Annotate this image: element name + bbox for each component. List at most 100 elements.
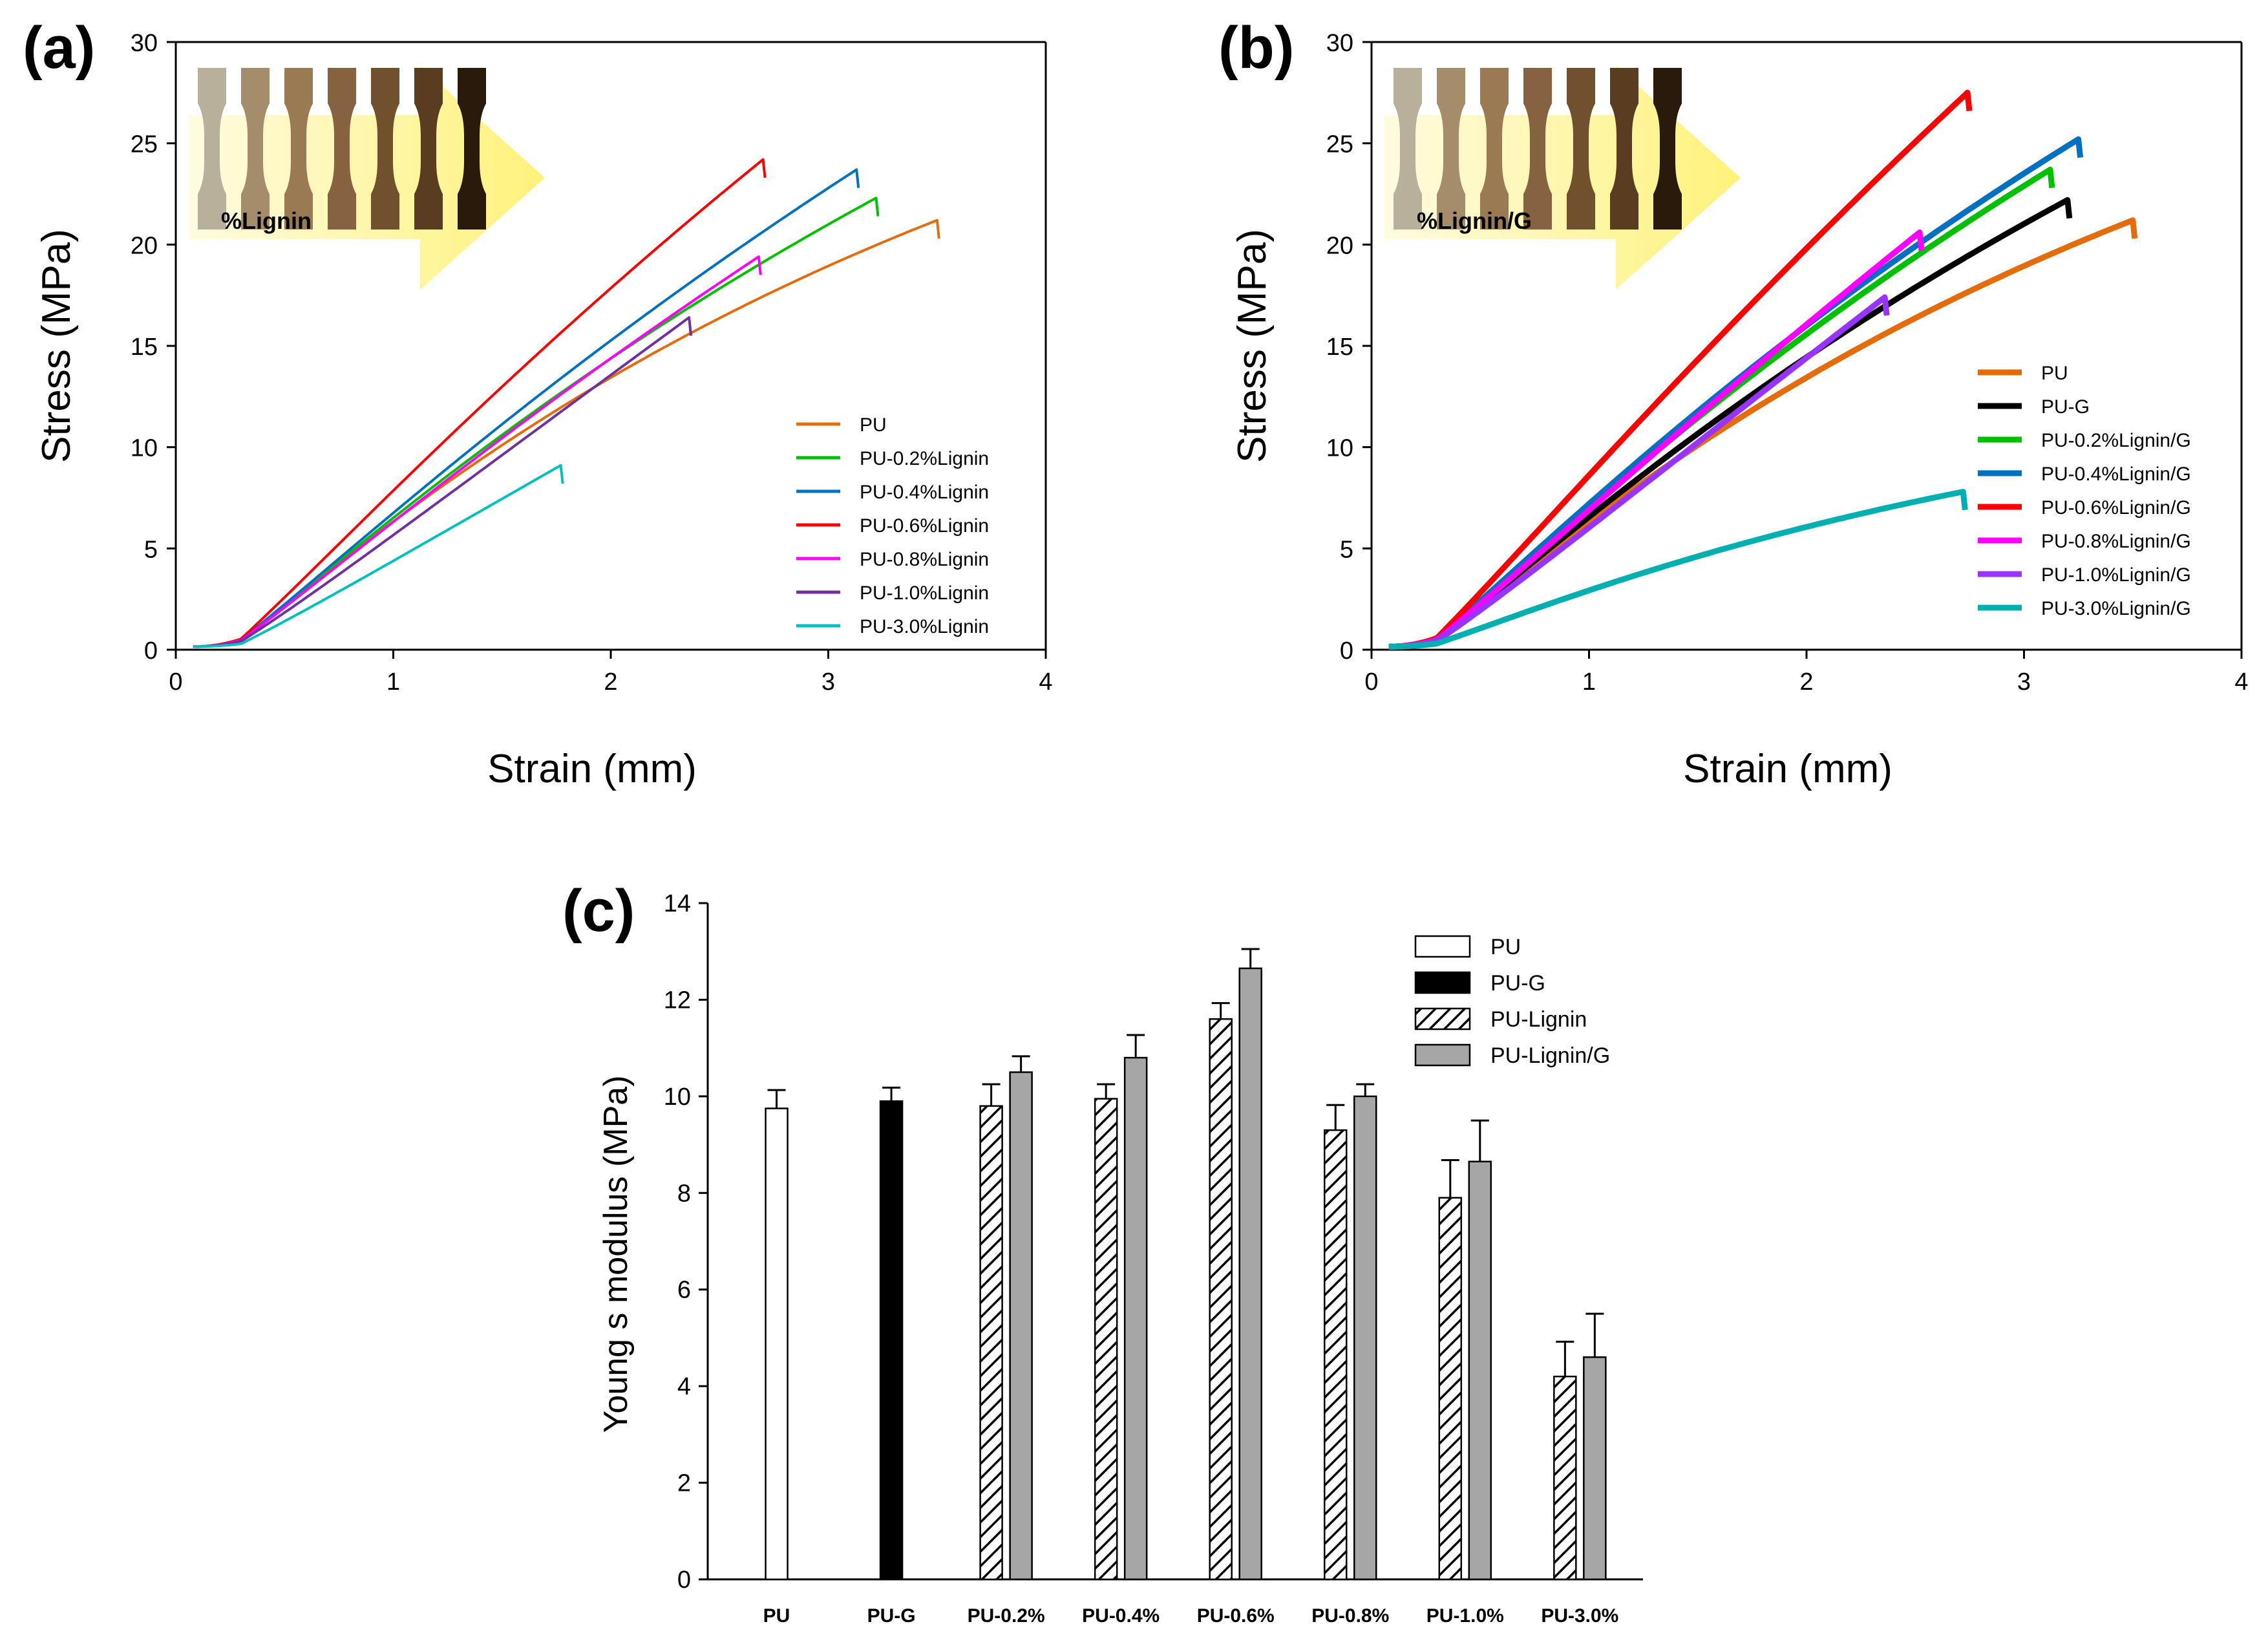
- panel-b-y-axis-title: Stress (MPa): [1230, 229, 1275, 463]
- panel-a-specimen-row: [198, 68, 486, 230]
- legend-label: PU-Lignin/G: [1490, 1043, 1610, 1068]
- bar-pu-lignin-g: [1238, 967, 1262, 1581]
- legend-swatch: [1414, 971, 1471, 994]
- legend-label: PU-0.6%Lignin: [860, 515, 989, 537]
- panel-b-arrow-shape: [1384, 66, 1741, 290]
- bar-pu: [765, 1107, 789, 1581]
- specimen-shape: [414, 68, 443, 230]
- x-tick-label: 1: [1582, 668, 1596, 696]
- specimen-shape: [1610, 68, 1638, 230]
- x-tick-label: 0: [169, 668, 182, 696]
- series-line-pu-0-2-lignin-g: [1388, 166, 2055, 650]
- y-tick-label: 10: [664, 1084, 691, 1111]
- y-tick-label: 0: [1340, 637, 1353, 665]
- y-tick-label: 5: [144, 536, 158, 563]
- series-line-pu-1-0-lignin: [193, 316, 693, 648]
- legend-label: PU-0.2%Lignin/G: [2041, 430, 2191, 451]
- y-tick-label: 30: [131, 30, 158, 57]
- specimen-shape: [1437, 68, 1465, 230]
- series-line-pu: [193, 219, 940, 648]
- y-tick-label: 10: [131, 435, 158, 462]
- series-line-pu-0-6-lignin-g: [1388, 89, 1973, 650]
- x-tick-label: 2: [1799, 668, 1813, 696]
- x-tick-label: 4: [2234, 668, 2248, 696]
- x-category-label: PU-G: [867, 1605, 916, 1627]
- specimen-shape: [458, 68, 486, 230]
- x-category-label: PU-0.8%: [1311, 1605, 1389, 1627]
- y-tick-label: 12: [664, 987, 691, 1014]
- y-tick-label: 14: [664, 890, 691, 917]
- y-tick-label: 5: [1340, 536, 1353, 563]
- legend-label: PU-0.6%Lignin/G: [2041, 497, 2191, 518]
- bar-pu-lignin: [979, 1105, 1003, 1581]
- panel-a-series: [193, 158, 940, 648]
- legend-label: PU-1.0%Lignin/G: [2041, 564, 2191, 586]
- legend-swatch: [1414, 935, 1471, 958]
- bar-pu-lignin: [1438, 1197, 1463, 1581]
- panel-a-letter: (a): [23, 15, 95, 81]
- specimen-shape: [328, 68, 356, 230]
- panel-a-specimen-inset: %Lignin: [189, 66, 545, 290]
- legend-label: PU-Lignin: [1490, 1007, 1587, 1032]
- x-tick-label: 3: [821, 668, 835, 696]
- legend-label: PU-0.2%Lignin: [860, 448, 989, 469]
- panel-a-legend: PU PU-0.2%Lignin PU-0.4%Lignin PU-0.6%Ligni…: [796, 414, 989, 637]
- panel-b-specimen-row: [1394, 68, 1682, 230]
- specimen-shape: [1394, 68, 1422, 230]
- x-tick-label: 4: [1039, 668, 1052, 696]
- series-line-pu-0-8-lignin: [193, 255, 762, 648]
- panel-c-axes: 0 2 4 6 8 10 12 14 PU PU-G PU-0.2% PU-0.4% PU-0.6% PU…: [664, 890, 1643, 1627]
- x-category-label: PU-0.2%: [968, 1605, 1045, 1627]
- legend-label: PU-3.0%Lignin/G: [2041, 598, 2191, 619]
- series-line-pu-0-6-lignin: [193, 158, 767, 648]
- y-tick-label: 20: [131, 232, 158, 259]
- x-tick-label: 1: [387, 668, 400, 696]
- bar-pu-lignin-g: [1583, 1356, 1607, 1581]
- bar-pu-lignin: [1209, 1018, 1233, 1581]
- specimen-shape: [1523, 68, 1552, 230]
- specimen-shape: [241, 68, 270, 230]
- y-tick-label: 30: [1326, 30, 1353, 57]
- panel-b-letter: (b): [1218, 15, 1294, 81]
- specimen-shape: [284, 68, 313, 230]
- x-category-label: PU-0.6%: [1197, 1605, 1275, 1627]
- y-tick-label: 4: [677, 1373, 691, 1400]
- x-category-label: PU-0.4%: [1082, 1605, 1160, 1627]
- panel-c-bars: [765, 948, 1607, 1581]
- series-line-pu-3-0-lignin: [193, 464, 564, 648]
- panel-a-arrow-shape: [189, 66, 545, 290]
- y-tick-label: 2: [677, 1470, 691, 1497]
- legend-label: PU-3.0%Lignin: [860, 616, 989, 637]
- panel-c-y-axis-title: Young s modulus (MPa): [597, 1075, 635, 1433]
- bar-pu-lignin: [1324, 1129, 1348, 1581]
- legend-swatch: [1414, 1043, 1471, 1067]
- x-tick-label: 0: [1364, 668, 1378, 696]
- panel-b-inset-label: %Lignin/G: [1417, 208, 1532, 234]
- panel-c-letter: (c): [562, 878, 635, 944]
- y-tick-label: 6: [677, 1277, 691, 1304]
- y-tick-label: 8: [677, 1180, 691, 1207]
- legend-swatch: [1414, 1007, 1471, 1030]
- panel-a-axes: 0 1 2 3 4 0 5 10 15 20 25 30: [131, 30, 1053, 696]
- panel-a-inset-label: %Lignin: [221, 208, 312, 234]
- panel-a-stress-strain-chart: (a) %Lignin 0 1 2 3 4 0 5 10 15 20 25 30 PU PU-0.2%L…: [23, 15, 1053, 791]
- legend-label: PU-0.4%Lignin/G: [2041, 464, 2191, 485]
- series-line-pu-0-2-lignin: [193, 197, 880, 648]
- y-tick-label: 15: [131, 334, 158, 361]
- legend-label: PU: [860, 414, 887, 436]
- x-tick-label: 3: [2017, 668, 2031, 696]
- x-category-label: PU: [763, 1605, 790, 1627]
- y-tick-label: 20: [1326, 232, 1353, 259]
- legend-label: PU-G: [1490, 971, 1545, 996]
- y-tick-label: 0: [144, 637, 158, 665]
- specimen-shape: [198, 68, 226, 230]
- legend-label: PU-0.4%Lignin: [860, 482, 989, 503]
- panel-b-specimen-inset: %Lignin/G: [1384, 66, 1741, 290]
- x-category-label: PU-1.0%: [1426, 1605, 1504, 1627]
- series-line-pu-1-0-lignin-g: [1388, 294, 1890, 650]
- legend-label: PU: [2041, 363, 2068, 384]
- panel-b-x-axis-title: Strain (mm): [1683, 747, 1892, 791]
- panel-b-legend: PU PU-G PU-0.2%Lignin/G PU-0.4%Lignin/G PU-0…: [1978, 363, 2191, 619]
- specimen-shape: [1653, 68, 1682, 230]
